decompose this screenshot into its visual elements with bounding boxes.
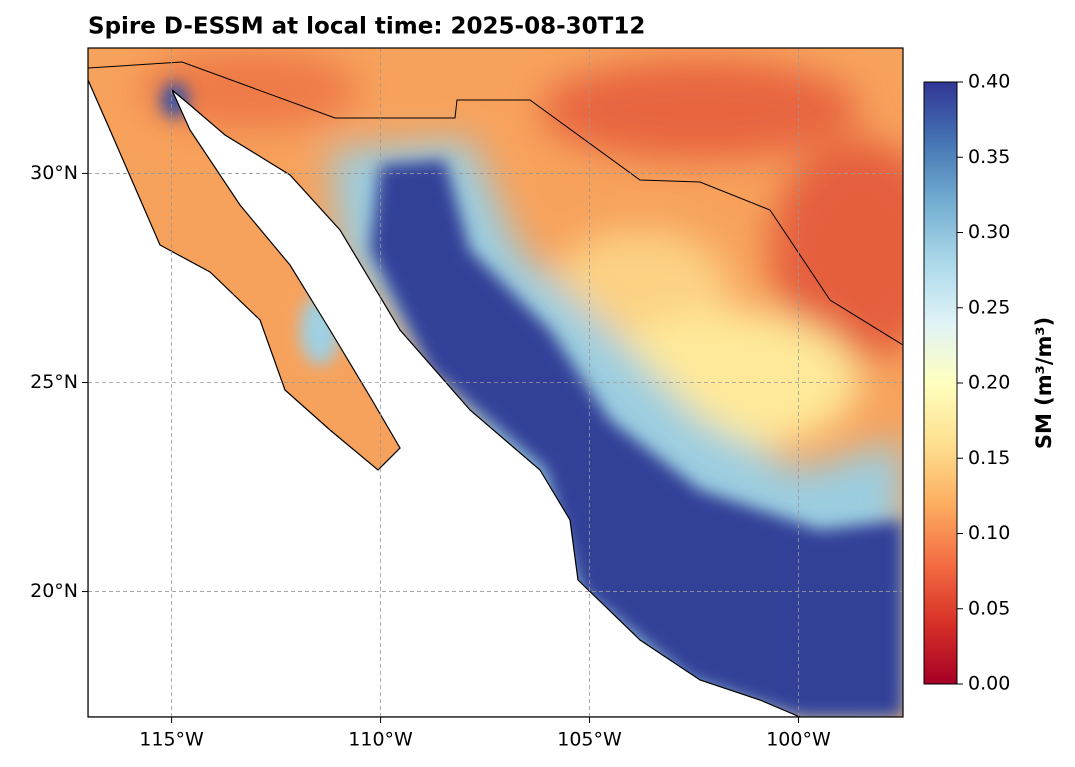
colorbar-tick-label: 0.30 bbox=[968, 221, 1010, 243]
x-tick-label: 100°W bbox=[766, 729, 831, 751]
colorbar-tick-label: 0.10 bbox=[968, 522, 1010, 544]
y-tick-label: 25°N bbox=[30, 371, 78, 393]
map-title: Spire D-ESSM at local time: 2025-08-30T1… bbox=[88, 14, 645, 40]
y-tick-label: 30°N bbox=[30, 162, 78, 184]
border bbox=[88, 61, 903, 346]
ocean bbox=[88, 79, 801, 717]
colorbar-tick-label: 0.35 bbox=[968, 146, 1010, 168]
colorbar-tick-label: 0.15 bbox=[968, 447, 1010, 469]
x-tick-label: 115°W bbox=[139, 729, 204, 751]
colorbar-label: SM (m³/m³) bbox=[1032, 317, 1056, 449]
y-tick-label: 20°N bbox=[30, 580, 78, 602]
colorbar-tick-label: 0.05 bbox=[968, 597, 1010, 619]
colorbar-tick-label: 0.00 bbox=[968, 673, 1010, 695]
colorbar-tick-label: 0.25 bbox=[968, 296, 1010, 318]
colorbar-tick-label: 0.40 bbox=[968, 71, 1010, 93]
x-tick-label: 110°W bbox=[348, 729, 413, 751]
colorbar-tick-label: 0.20 bbox=[968, 372, 1010, 394]
grid bbox=[88, 48, 903, 717]
colorbar bbox=[923, 81, 958, 685]
x-tick-label: 105°W bbox=[557, 729, 622, 751]
